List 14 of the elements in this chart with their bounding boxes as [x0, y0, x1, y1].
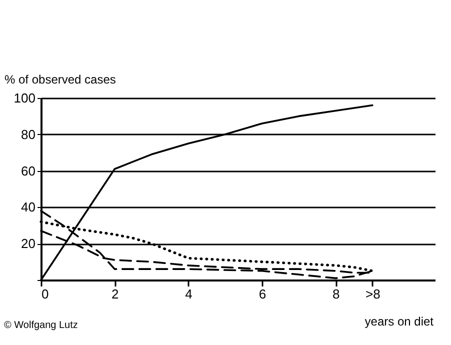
x-tick-label: 6	[258, 286, 266, 302]
y-tick-label: 100	[14, 90, 36, 106]
y-tick-label: 60	[21, 163, 36, 178]
x-tick-label: >8	[365, 286, 380, 302]
y-tick-label: 80	[21, 126, 36, 142]
y-tick-label: 20	[21, 236, 36, 252]
x-tick-label: 4	[185, 286, 192, 302]
text: © Wolfgang Lutz	[4, 320, 78, 331]
x-tick-label: 0	[42, 286, 49, 302]
x-axis-title: years on diet	[364, 314, 434, 328]
y-tick-label: 40	[21, 200, 36, 215]
y-axis-title: % of observed cases	[4, 72, 116, 86]
x-tick-label: 8	[332, 286, 340, 302]
x-tick-label: 2	[112, 286, 119, 302]
